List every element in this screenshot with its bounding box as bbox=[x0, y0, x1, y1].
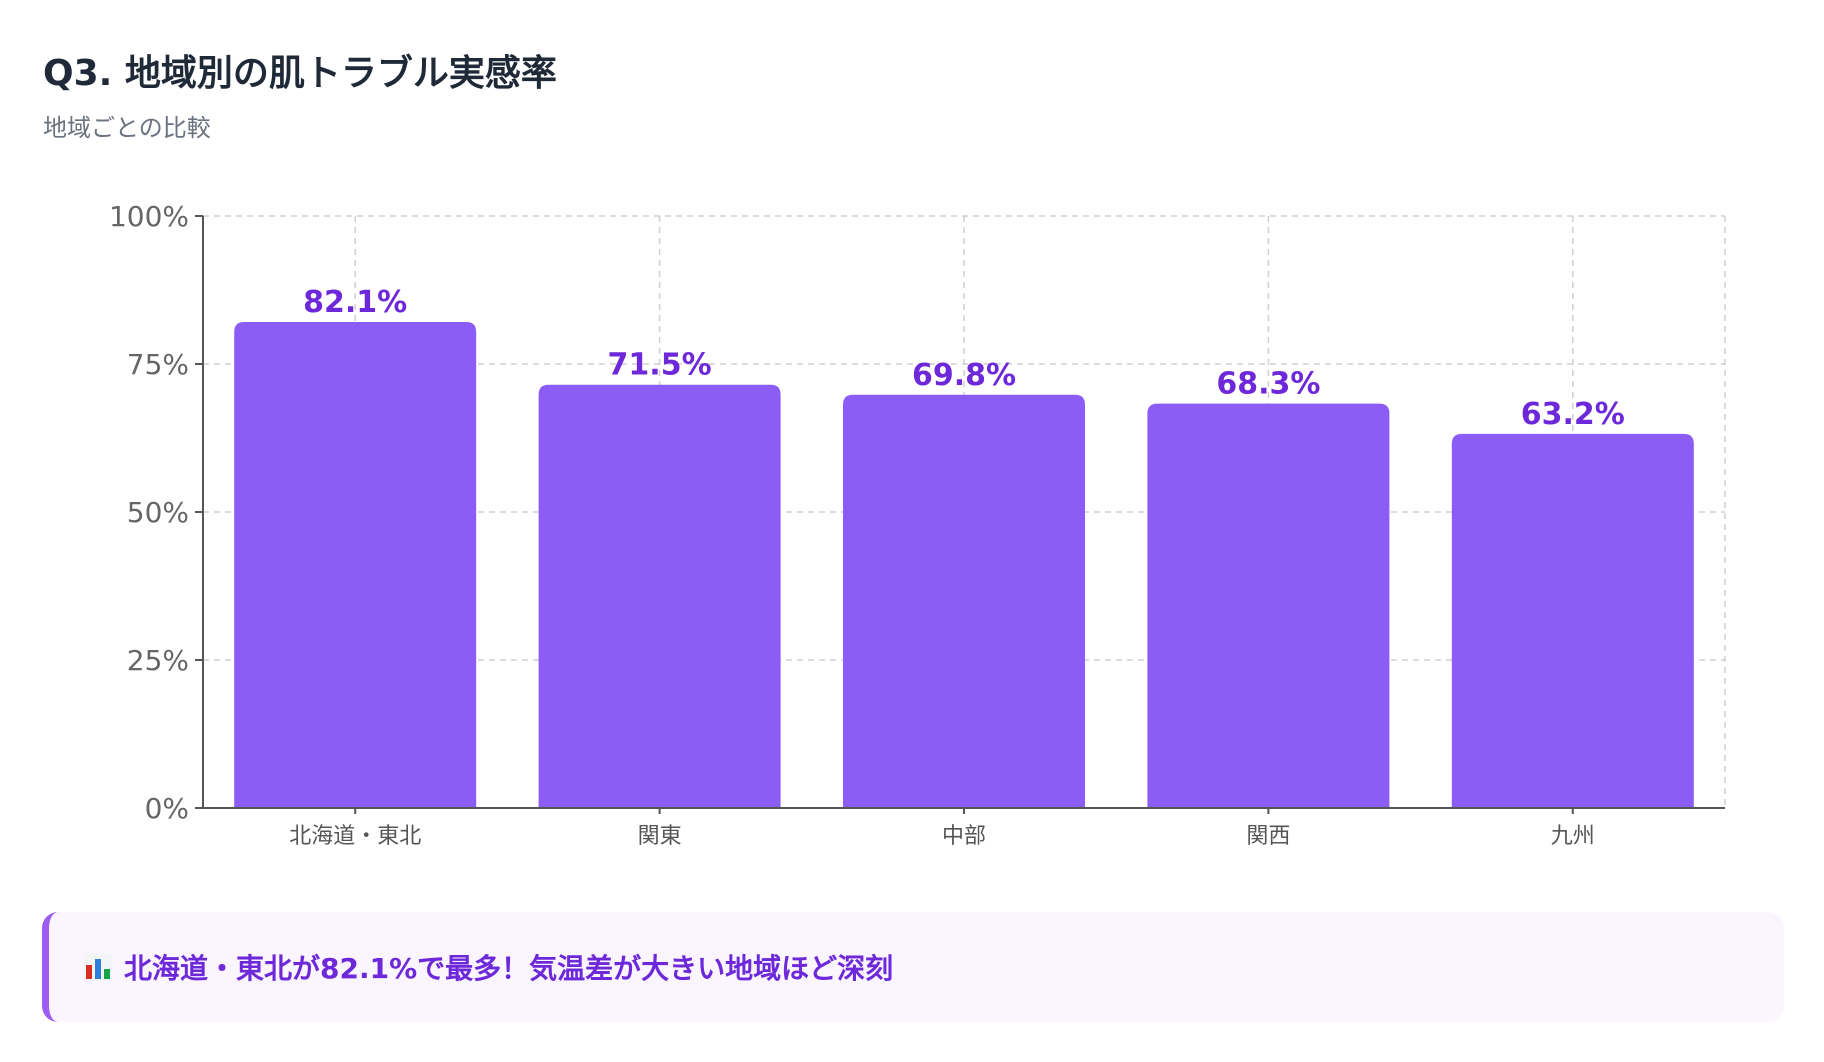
x-tick-label: 北海道・東北 bbox=[289, 824, 421, 849]
x-tick-label: 九州 bbox=[1551, 824, 1595, 849]
chart-subtitle: 地域ごとの比較 bbox=[43, 114, 211, 142]
insight-text: 北海道・東北が82.1%で最多！気温差が大きい地域ほど深刻 bbox=[124, 952, 894, 985]
insight-callout: 北海道・東北が82.1%で最多！気温差が大きい地域ほど深刻 bbox=[42, 912, 1784, 1022]
data-label: 69.8% bbox=[912, 358, 1016, 393]
bar-2 bbox=[538, 384, 781, 808]
y-tick-label: 25% bbox=[127, 644, 189, 677]
x-tick-label: 中部 bbox=[942, 824, 986, 849]
y-tick-label: 50% bbox=[127, 496, 189, 529]
bar-chart-icon bbox=[84, 953, 112, 981]
data-label: 71.5% bbox=[608, 348, 712, 383]
x-tick-label: 関西 bbox=[1246, 824, 1290, 849]
y-tick-label: 0% bbox=[145, 792, 189, 825]
bar-1 bbox=[234, 321, 477, 808]
bar-4 bbox=[1147, 403, 1390, 808]
bar-chart: 82.1% 71.5% 69.8% 68.3% 63.2% 0% 25% 50% 75% 100%… bbox=[109, 200, 1726, 849]
data-label: 82.1% bbox=[303, 285, 407, 320]
y-tick-label: 100% bbox=[109, 200, 189, 233]
bar-5 bbox=[1451, 433, 1694, 808]
chart-title: Q3. 地域別の肌トラブル実感率 bbox=[43, 53, 557, 94]
data-label: 68.3% bbox=[1216, 367, 1320, 402]
y-tick-label: 75% bbox=[127, 348, 189, 381]
bar-3 bbox=[843, 394, 1085, 808]
data-label: 63.2% bbox=[1521, 397, 1625, 432]
x-tick-label: 関東 bbox=[638, 824, 682, 849]
